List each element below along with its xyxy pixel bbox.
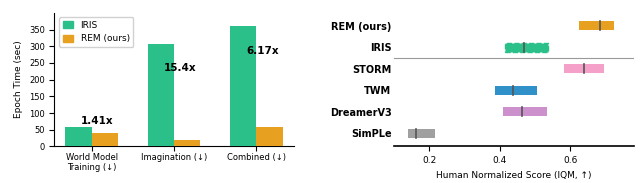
Bar xyxy=(174,140,200,146)
X-axis label: Human Normalized Score (IQM, ↑): Human Normalized Score (IQM, ↑) xyxy=(436,171,592,180)
Text: 15.4x: 15.4x xyxy=(164,63,196,73)
Y-axis label: Epoch Time (sec): Epoch Time (sec) xyxy=(14,41,23,118)
Bar xyxy=(579,21,614,30)
Bar xyxy=(408,129,435,138)
Bar xyxy=(564,64,604,73)
Bar xyxy=(148,44,174,146)
Bar xyxy=(505,43,548,52)
Bar xyxy=(92,133,118,146)
Legend: IRIS, REM (ours): IRIS, REM (ours) xyxy=(59,17,133,47)
Text: 6.17x: 6.17x xyxy=(246,46,278,56)
Bar xyxy=(502,107,547,116)
Bar xyxy=(257,127,283,146)
Text: 1.41x: 1.41x xyxy=(81,116,114,126)
Bar xyxy=(495,86,537,95)
Bar xyxy=(230,25,257,146)
Bar xyxy=(65,127,92,146)
